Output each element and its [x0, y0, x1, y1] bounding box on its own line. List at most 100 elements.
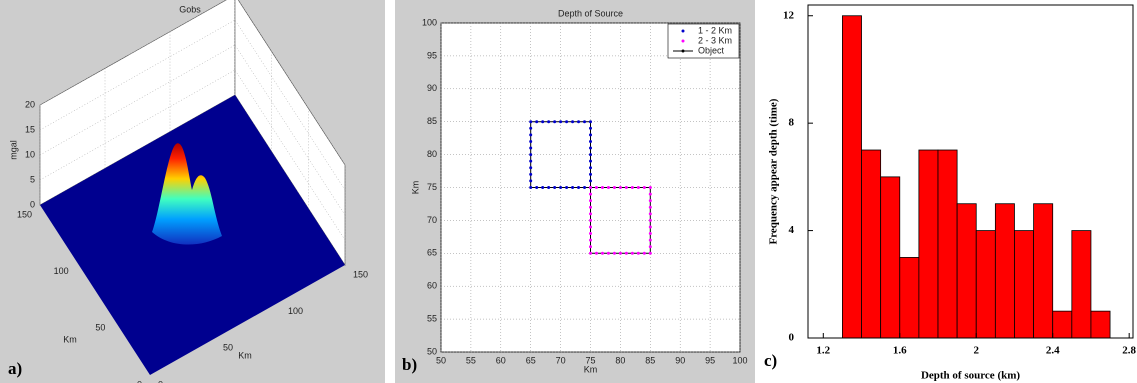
point	[559, 120, 563, 124]
bar	[880, 176, 901, 339]
x-tick-label: 100	[732, 355, 747, 365]
y-tick-label: 0	[137, 379, 142, 383]
z-tick-label: 20	[25, 99, 35, 109]
point	[529, 186, 533, 189]
x-tick-label: 90	[675, 355, 685, 365]
point	[648, 212, 652, 216]
x-tick-label: 65	[526, 355, 536, 365]
point	[529, 126, 533, 130]
point	[589, 225, 592, 229]
point	[571, 186, 575, 189]
legend-label: Object	[698, 45, 725, 55]
point	[529, 120, 533, 124]
point	[589, 133, 592, 137]
y-tick-label: 95	[427, 50, 437, 60]
grid-line	[39, 69, 236, 181]
point	[589, 179, 592, 183]
point	[648, 199, 652, 203]
point	[589, 245, 592, 249]
x-tick-label: 75	[585, 355, 595, 365]
point	[529, 172, 533, 176]
y-tick-label: 80	[427, 149, 437, 159]
point	[589, 205, 592, 209]
grid-line	[234, 19, 346, 191]
point	[648, 186, 652, 189]
panel-label: c)	[764, 351, 777, 370]
point	[577, 120, 581, 124]
grid-line	[39, 19, 236, 131]
point	[606, 186, 610, 189]
legend-label: 1 - 2 Km	[698, 25, 732, 35]
legend-swatch	[681, 29, 685, 33]
y-tick-label: 8	[789, 117, 795, 129]
x-tick-label: 85	[645, 355, 655, 365]
z-tick-label: 0	[30, 199, 35, 209]
y-tick-label: 50	[427, 346, 437, 356]
panel-label: a)	[8, 359, 22, 378]
point	[571, 120, 575, 124]
bar	[1090, 310, 1111, 339]
point	[648, 205, 652, 209]
legend-swatch	[681, 39, 685, 43]
grid-line	[234, 44, 346, 216]
point	[535, 186, 539, 189]
bar	[918, 149, 939, 339]
panel-c: 1.2 1.6 2 2.4 2.8 0 4 8 12 Depth of source (km) Fr…	[764, 4, 1137, 382]
point	[589, 172, 592, 176]
panel-a: 05101520050100150050100150GobsmgalKmKma)	[8, 0, 368, 383]
point	[589, 153, 592, 157]
x-tick-label: 80	[615, 355, 625, 365]
x-tick-label: 55	[466, 355, 476, 365]
bar	[899, 257, 920, 339]
z-tick-label: 15	[25, 124, 35, 134]
y-tick-label: 75	[427, 182, 437, 192]
x-tick-label: 50	[436, 355, 446, 365]
title: Gobs	[179, 4, 201, 14]
x-tick-label: 1.2	[816, 345, 830, 357]
point	[589, 238, 592, 242]
x-tick-label: 1.6	[893, 345, 907, 357]
point	[589, 251, 592, 255]
point	[589, 166, 592, 170]
point	[642, 251, 646, 255]
point	[553, 186, 557, 189]
x-tick-label: 95	[705, 355, 715, 365]
surface-peak	[152, 143, 222, 245]
point	[541, 186, 545, 189]
point	[624, 186, 628, 189]
point	[648, 232, 652, 236]
y-tick-label: 150	[17, 209, 32, 219]
point	[589, 199, 592, 203]
point	[606, 251, 610, 255]
point	[594, 251, 598, 255]
point	[589, 212, 592, 216]
point	[618, 186, 622, 189]
point	[529, 179, 533, 183]
bar	[1033, 203, 1054, 339]
bar	[842, 15, 862, 339]
point	[648, 245, 652, 249]
y-tick-label: 50	[95, 323, 105, 333]
point	[529, 133, 533, 137]
bar	[1071, 230, 1092, 339]
point	[594, 186, 598, 189]
panel-b: 50 55 60 65 70 75 80 85 90 95 100 50 55 60 65 70 75 80 85 9…	[402, 8, 748, 374]
legend-swatch	[681, 49, 685, 53]
y-axis-label: Km	[410, 181, 420, 195]
point	[642, 186, 646, 189]
x-tick-label: 2.4	[1046, 345, 1060, 357]
z-axis-label: mgal	[8, 140, 18, 160]
point	[577, 186, 581, 189]
point	[636, 186, 640, 189]
point	[529, 166, 533, 170]
y-tick-label: 12	[783, 9, 795, 21]
x-tick-label: 0	[158, 379, 163, 383]
point	[589, 139, 592, 143]
y-tick-label: 65	[427, 248, 437, 258]
legend-box	[667, 23, 740, 59]
point	[648, 238, 652, 242]
y-tick-label: 100	[422, 17, 437, 27]
x-axis-label: Km	[238, 350, 252, 360]
point	[547, 186, 551, 189]
panel-label: b)	[402, 355, 417, 374]
